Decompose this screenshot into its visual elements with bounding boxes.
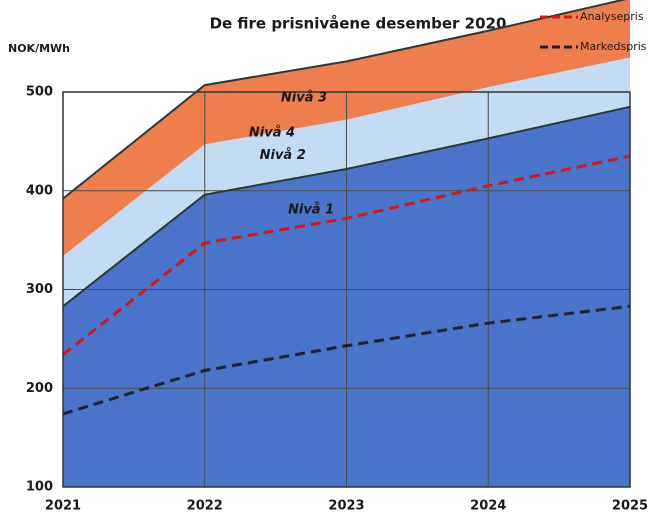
x-tick-label: 2024	[470, 499, 506, 513]
legend-label: Analysepris	[580, 10, 644, 23]
legend-label: Markedspris	[580, 40, 647, 53]
area	[63, 0, 630, 256]
x-tick-label: 2022	[187, 499, 223, 513]
chart-title: De fire prisnivåene desember 2020	[210, 15, 507, 33]
area-label: Nivå 2	[260, 148, 306, 163]
boundary-line	[62, 0, 627, 200]
y-tick-label: 400	[26, 183, 53, 198]
boundary-line	[62, 105, 631, 308]
y-tick-label: 200	[26, 381, 53, 396]
price-line	[62, 154, 631, 356]
x-tick-label: 2021	[45, 499, 81, 513]
price-line	[62, 304, 631, 416]
x-tick-label: 2023	[328, 499, 364, 513]
y-tick-label: 100	[26, 480, 53, 495]
area-label: Nivå 4	[249, 126, 295, 141]
area-label: Nivå 1	[288, 203, 334, 218]
x-tick-label: 2025	[612, 499, 648, 513]
y-tick-label: 500	[26, 85, 53, 100]
y-tick-label: 300	[26, 282, 53, 297]
area-label: Nivå 3	[281, 90, 327, 105]
plot-frame	[62, 91, 631, 488]
y-axis-label: NOK/MWh	[8, 42, 70, 55]
